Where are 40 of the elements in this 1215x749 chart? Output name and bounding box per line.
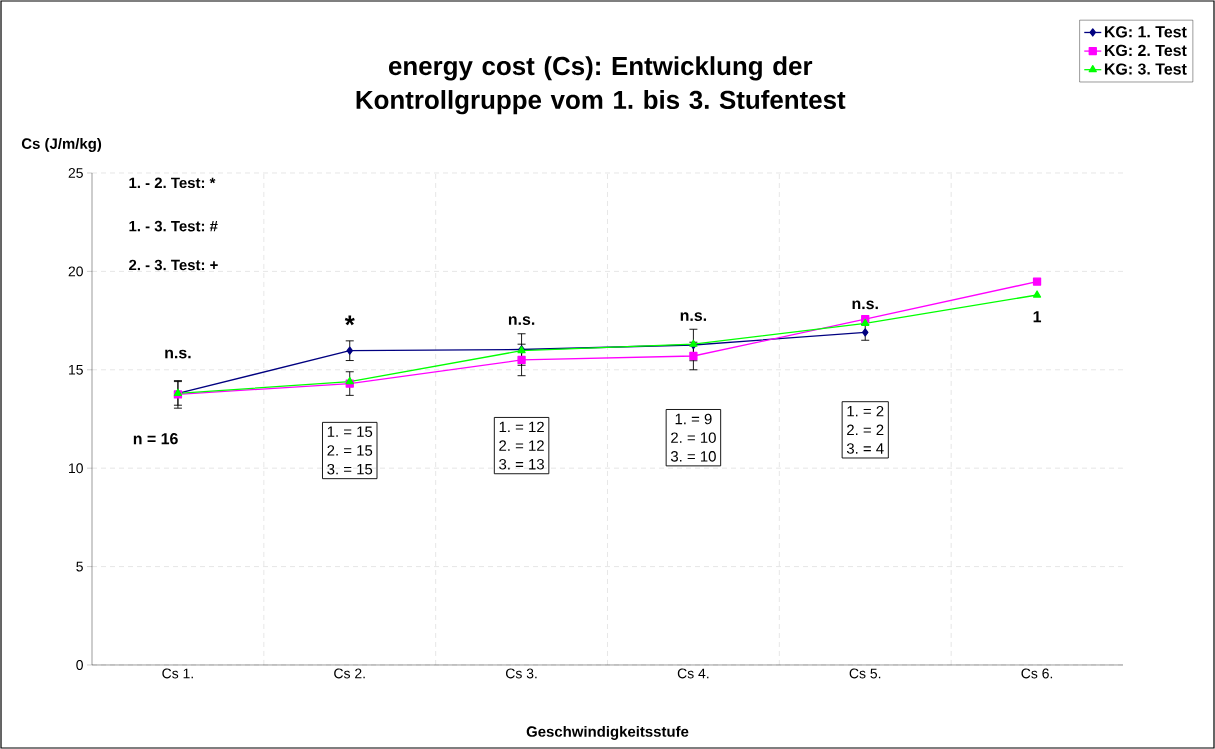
annotation: 1. = 9 xyxy=(675,413,712,425)
y-tick-label: 5 xyxy=(76,561,83,572)
y-tick-label: 15 xyxy=(69,364,83,375)
y-tick-label: 20 xyxy=(68,266,83,277)
annotation: * xyxy=(344,315,355,326)
annotation: 2. - 3. Test: + xyxy=(129,259,218,271)
annotation: 2. = 15 xyxy=(327,445,373,456)
y-tick-label: 10 xyxy=(69,463,83,474)
x-tick-label: Cs 4. xyxy=(677,668,709,679)
y-tick-label: 0 xyxy=(76,660,83,670)
annotation: 3. = 4 xyxy=(846,443,884,454)
annotation: 3. = 10 xyxy=(670,451,716,462)
x-tick-label: Cs 5. xyxy=(849,668,881,679)
annotation: 3. = 15 xyxy=(327,463,373,475)
legend-label: KG: 1. Test xyxy=(1104,26,1187,38)
annotation: 1. = 15 xyxy=(327,426,373,437)
annotation: 1. = 2 xyxy=(847,405,884,417)
annotation: 1 xyxy=(1033,311,1042,323)
y-tick-label: 25 xyxy=(68,168,83,178)
annotation: n = 16 xyxy=(133,433,178,445)
annotation: 2. = 2 xyxy=(847,424,884,436)
legend-label: KG: 2. Test xyxy=(1104,44,1187,57)
chart-title: energy cost (Cs): Entwicklung der Kontrollgruppe vom 1. bis 3. Stufentest xyxy=(356,56,846,115)
annotation: n.s. xyxy=(680,312,707,322)
x-tick-label: Cs 3. xyxy=(506,668,537,679)
x-tick-label: Cs 1. xyxy=(162,668,193,679)
legend-label: KG: 3. Test xyxy=(1104,63,1187,75)
annotation: 1. - 2. Test: * xyxy=(129,177,216,189)
annotation: n.s. xyxy=(852,300,878,310)
annotation: n.s. xyxy=(508,316,535,325)
annotation: 1. - 3. Test: # xyxy=(129,220,218,232)
annotation: 3. = 13 xyxy=(499,458,544,470)
annotation: 2. = 10 xyxy=(671,432,716,443)
annotation: 1. = 12 xyxy=(499,421,544,433)
annotation: n.s. xyxy=(165,349,191,359)
x-tick-label: Cs 6. xyxy=(1021,668,1053,679)
annotation: 2. = 12 xyxy=(499,440,544,451)
x-tick-label: Cs 2. xyxy=(334,668,365,679)
y-axis-title: Cs (J/m/kg) xyxy=(21,137,102,152)
x-axis-title: Geschwindigkeitsstufe xyxy=(526,725,689,740)
